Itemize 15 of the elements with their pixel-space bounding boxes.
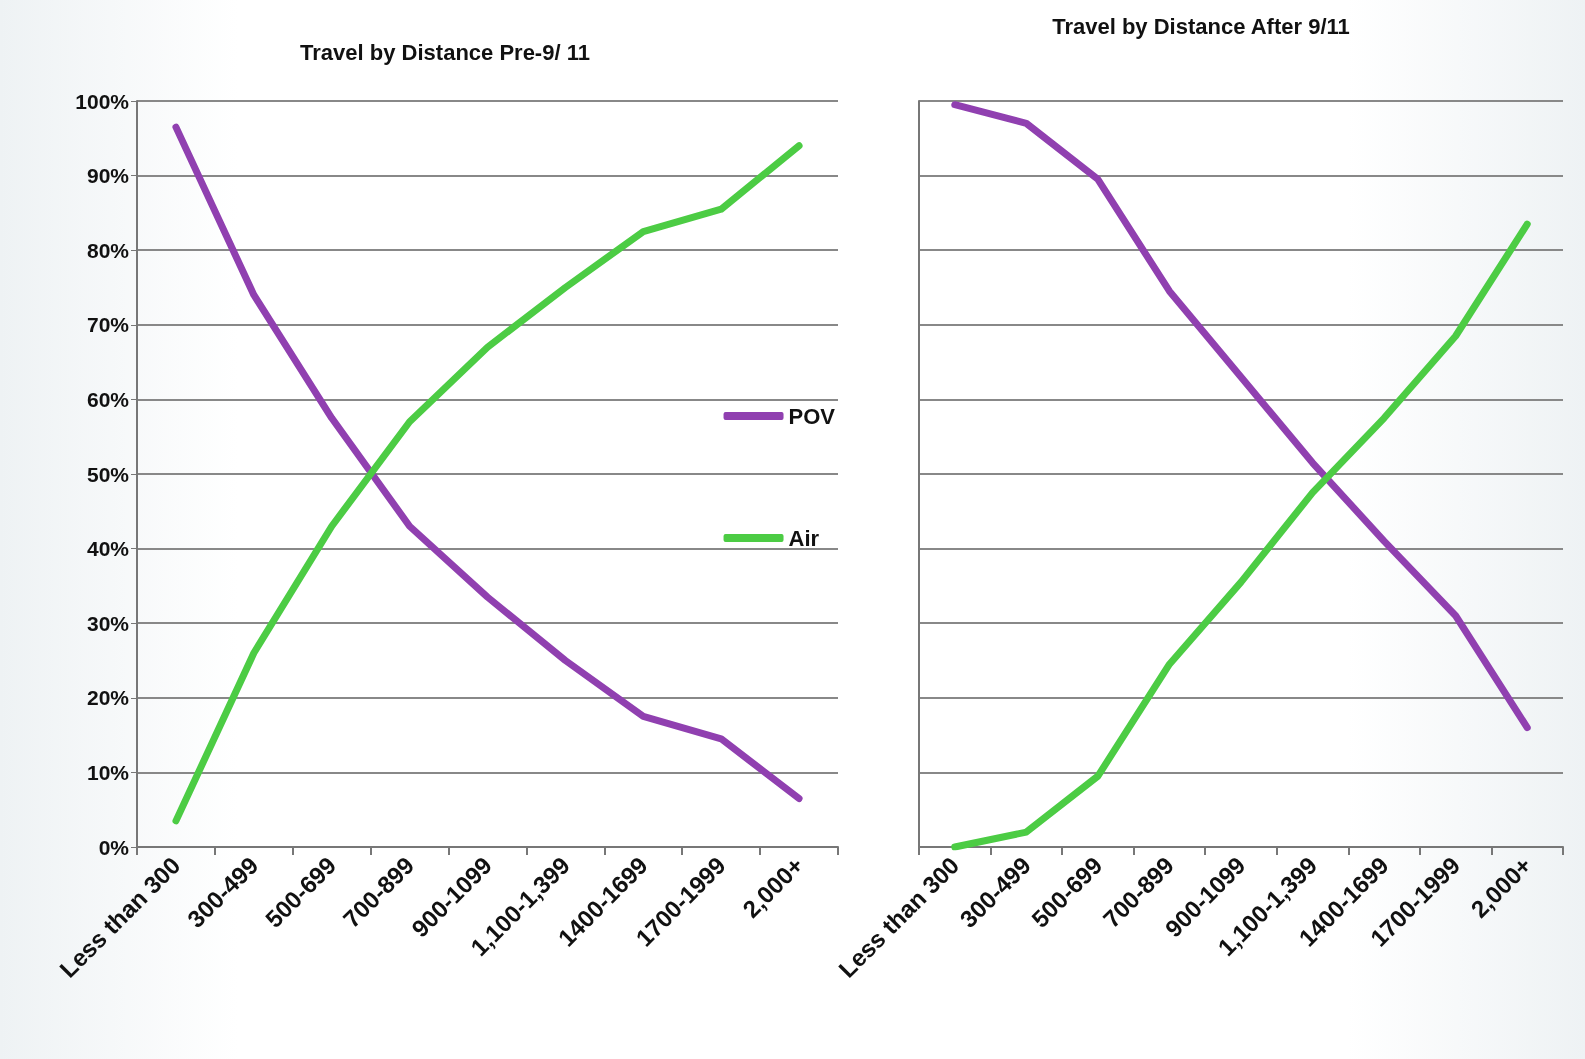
y-tick-label: 30% xyxy=(86,611,130,635)
chart-title: Travel by Distance Pre-9/ 11 xyxy=(300,39,590,65)
y-tick-label: 80% xyxy=(86,238,130,262)
y-tick-label: 50% xyxy=(86,462,130,486)
y-tick-label: 20% xyxy=(86,686,130,710)
y-tick-label: 90% xyxy=(86,164,130,188)
chart-title: Travel by Distance After 9/11 xyxy=(1052,13,1350,39)
y-tick-label: 0% xyxy=(98,835,130,859)
y-tick-label: 100% xyxy=(75,89,130,113)
y-tick-label: 70% xyxy=(86,313,130,337)
legend-label: Air xyxy=(788,525,820,551)
y-tick-label: 40% xyxy=(86,537,130,561)
y-tick-label: 10% xyxy=(86,760,130,784)
legend-label: POV xyxy=(788,403,836,429)
y-tick-label: 60% xyxy=(86,387,130,411)
